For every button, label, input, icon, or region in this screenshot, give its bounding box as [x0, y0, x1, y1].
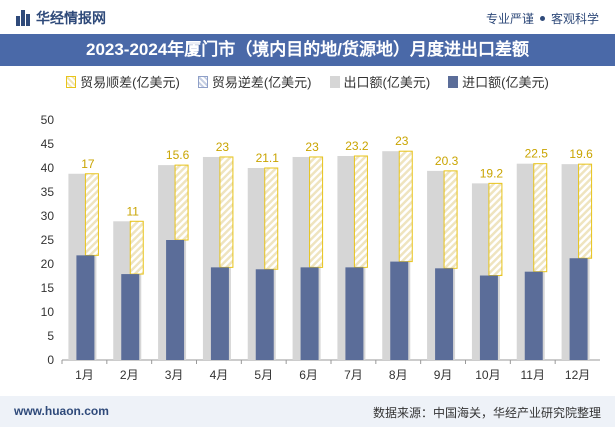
- surplus-bar: [309, 156, 324, 268]
- surplus-bar: [264, 167, 279, 270]
- legend-import-swatch: [448, 75, 459, 88]
- slogan-professional: 专业严谨: [485, 12, 534, 26]
- x-tick-label: 6月: [299, 368, 318, 382]
- legend-surplus: 贸易顺差(亿美元): [66, 72, 180, 91]
- legend-export: 出口额(亿美元): [329, 72, 431, 91]
- chart-title: 2023-2024年厦门市（境内目的地/货源地）月度进出口差额: [0, 34, 615, 66]
- import-bar: [166, 240, 185, 360]
- brand: 华经情报网: [16, 8, 106, 28]
- y-tick-label: 25: [41, 233, 55, 247]
- legend-import-label: 进口额(亿美元): [462, 75, 549, 90]
- surplus-bar: [578, 163, 593, 259]
- y-tick-label: 0: [47, 353, 54, 367]
- surplus-bar: [174, 164, 189, 241]
- surplus-data-label: 11: [127, 204, 140, 218]
- y-tick-label: 50: [41, 113, 55, 127]
- surplus-data-label: 23: [395, 134, 409, 148]
- import-bar: [479, 275, 498, 360]
- import-bar: [76, 255, 95, 360]
- slogan-objective: 客观科学: [550, 12, 599, 26]
- y-tick-label: 30: [41, 209, 55, 223]
- surplus-data-label: 17: [81, 157, 95, 171]
- y-tick-label: 45: [41, 137, 55, 151]
- surplus-bar: [84, 173, 99, 256]
- legend-import: 进口额(亿美元): [448, 72, 549, 91]
- import-bar: [300, 267, 319, 360]
- surplus-bar: [443, 170, 458, 269]
- x-tick-label: 4月: [210, 368, 229, 382]
- x-tick-label: 8月: [389, 368, 408, 382]
- surplus-bar: [129, 220, 144, 275]
- surplus-data-label: 23: [305, 140, 319, 154]
- surplus-data-label: 23.2: [345, 139, 369, 153]
- surplus-bar: [533, 163, 548, 273]
- import-bar: [255, 269, 274, 360]
- surplus-bar: [353, 155, 368, 268]
- bar-chart: 0 5 10 15 20 25 30 35 40 45 50 1月 2月 3月 4月 5月 6月 7月 8月 9月 10…: [41, 113, 600, 382]
- surplus-data-label: 22.5: [525, 147, 549, 161]
- surplus-bar: [398, 150, 413, 263]
- x-tick-label: 11月: [521, 368, 545, 382]
- y-tick-label: 10: [41, 305, 55, 319]
- footer: www.huaon.com 数据来源：中国海关，华经产业研究院整理: [0, 396, 615, 427]
- surplus-data-label: 23: [216, 140, 230, 154]
- import-bar: [524, 271, 543, 360]
- x-tick-label: 10月: [475, 368, 500, 382]
- surplus-data-label: 21.1: [256, 151, 280, 165]
- x-tick-label: 2月: [120, 368, 139, 382]
- y-tick-label: 35: [41, 185, 55, 199]
- import-bar: [390, 261, 409, 360]
- legend-deficit-label: 贸易逆差(亿美元): [211, 75, 312, 90]
- footer-source: 数据来源：中国海关，华经产业研究院整理: [372, 406, 601, 420]
- import-bar: [435, 268, 454, 360]
- legend-export-swatch: [329, 75, 340, 88]
- import-bar: [569, 258, 588, 360]
- y-tick-label: 40: [41, 161, 55, 175]
- bar-logo-icon: [16, 10, 30, 26]
- legend-deficit: 贸易逆差(亿美元): [197, 72, 312, 91]
- y-tick-label: 5: [47, 329, 54, 343]
- import-bar: [210, 267, 229, 360]
- import-bar: [121, 274, 140, 360]
- surplus-data-label: 19.2: [480, 166, 504, 180]
- surplus-data-label: 19.6: [569, 147, 593, 161]
- x-tick-label: 12月: [565, 368, 590, 382]
- legend-surplus-swatch: [66, 75, 77, 88]
- dot-icon: [539, 16, 545, 21]
- top-bar: 华经情报网 专业严谨 客观科学: [0, 0, 615, 34]
- x-tick-label: 3月: [165, 368, 184, 382]
- y-tick-label: 20: [41, 257, 55, 271]
- y-tick-label: 15: [41, 281, 55, 295]
- surplus-bar: [488, 182, 503, 277]
- slogan: 专业严谨 客观科学: [486, 10, 599, 27]
- x-tick-label: 5月: [254, 368, 273, 382]
- legend-export-label: 出口额(亿美元): [343, 75, 431, 90]
- x-tick-label: 7月: [344, 368, 363, 382]
- surplus-data-label: 20.3: [435, 154, 459, 168]
- surplus-data-label: 15.6: [166, 148, 190, 162]
- legend: 贸易顺差(亿美元) 贸易逆差(亿美元) 出口额(亿美元) 进口额(亿美元): [0, 72, 615, 91]
- x-tick-label: 9月: [434, 368, 453, 382]
- footer-website: www.huaon.com: [14, 404, 109, 418]
- legend-deficit-swatch: [197, 75, 208, 88]
- legend-surplus-label: 贸易顺差(亿美元): [80, 75, 180, 90]
- brand-name: 华经情报网: [36, 10, 106, 26]
- import-bar: [345, 267, 364, 360]
- surplus-bar: [219, 156, 234, 268]
- x-tick-label: 1月: [75, 368, 94, 382]
